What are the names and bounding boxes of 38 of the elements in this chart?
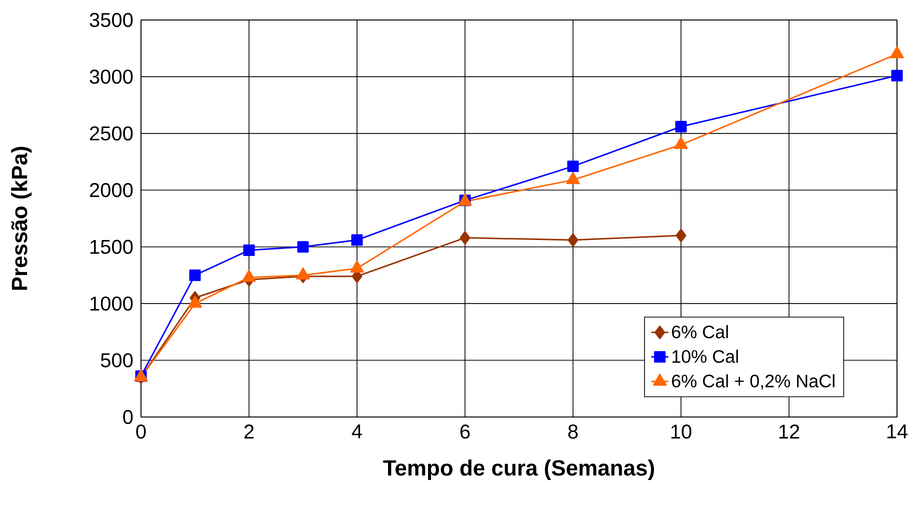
point bbox=[297, 241, 309, 253]
x-tick-label: 6 bbox=[460, 424, 470, 439]
y-tick-label: 3500 bbox=[90, 12, 133, 28]
point bbox=[296, 267, 310, 280]
x-tick-label: 8 bbox=[568, 424, 578, 439]
point bbox=[351, 234, 363, 246]
x-tick-label: 10 bbox=[671, 424, 692, 439]
point bbox=[460, 231, 470, 245]
point bbox=[567, 160, 579, 172]
point bbox=[676, 228, 686, 242]
point bbox=[890, 46, 904, 58]
y-tick-label: 0 bbox=[123, 410, 133, 424]
point bbox=[674, 137, 688, 150]
x-tick-label: 2 bbox=[244, 424, 254, 438]
x-tick-label: 4 bbox=[352, 424, 362, 438]
y-tick-label: 2500 bbox=[90, 126, 133, 140]
point bbox=[350, 260, 364, 273]
point bbox=[675, 120, 687, 132]
x-tick-label: 12 bbox=[779, 424, 800, 438]
legend-label: 6% Cal bbox=[672, 325, 728, 338]
point bbox=[188, 296, 202, 308]
x-tick-label: 0 bbox=[136, 424, 146, 439]
y-axis-title: Pressão (kPa) bbox=[11, 146, 32, 290]
legend-label: 6% Cal + 0,2% NaCl bbox=[672, 374, 834, 390]
y-tick-label: 1000 bbox=[90, 296, 133, 311]
point bbox=[243, 244, 255, 256]
x-axis-title: Tempo de cura (Semanas) bbox=[383, 460, 654, 480]
y-tick-label: 2000 bbox=[90, 183, 133, 198]
point bbox=[891, 70, 903, 82]
point bbox=[566, 172, 580, 184]
point bbox=[189, 269, 201, 281]
y-tick-label: 1500 bbox=[90, 240, 133, 254]
legend-label: 10% Cal bbox=[672, 350, 738, 363]
y-tick-label: 500 bbox=[100, 353, 133, 368]
y-tick-label: 3000 bbox=[90, 70, 133, 84]
point bbox=[568, 233, 578, 247]
x-tick-label: 14 bbox=[887, 424, 908, 438]
point bbox=[242, 270, 256, 282]
